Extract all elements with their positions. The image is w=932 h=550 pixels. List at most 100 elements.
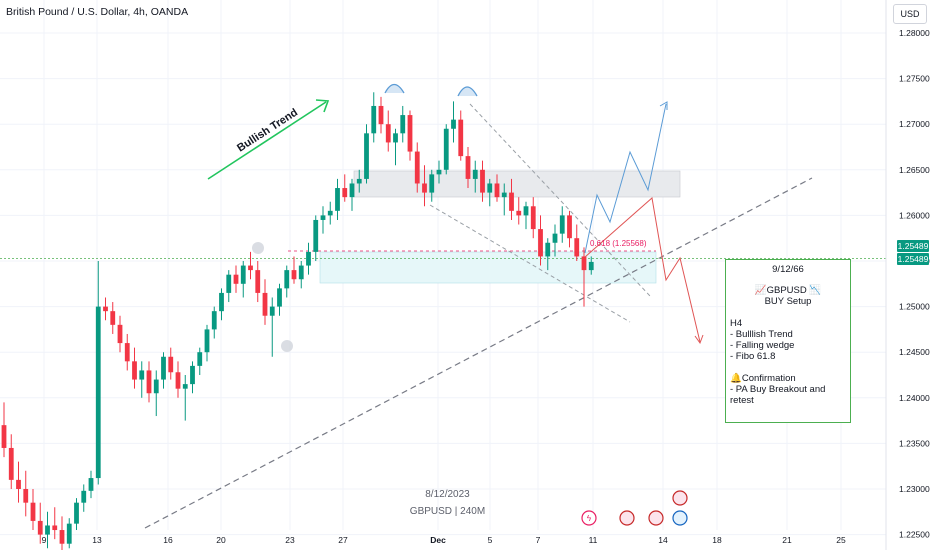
- fib-label: 0.618 (1.25568): [590, 239, 647, 248]
- candle-body: [16, 479, 21, 489]
- time-tick-label: 5: [488, 535, 493, 545]
- note-date: 9/12/66: [772, 264, 804, 275]
- trendline-support: [144, 177, 813, 529]
- bullish-trend-arrow: [207, 101, 327, 180]
- note-timeframe: H4: [730, 318, 743, 329]
- time-tick-label: 21: [782, 535, 792, 545]
- wedge-upper-line: [469, 103, 651, 297]
- note-line-3: - Fibo 61.8: [730, 351, 776, 362]
- candle-body: [443, 128, 449, 170]
- candle-body: [567, 215, 572, 239]
- candle-body: [422, 183, 427, 193]
- wedge-lower-line: [429, 204, 631, 323]
- candle-body: [59, 530, 65, 544]
- price-tick-label: 1.27500: [899, 74, 930, 84]
- candle-body: [88, 478, 94, 491]
- candle-body: [284, 270, 290, 289]
- bearish-projection-arrowhead: [694, 334, 704, 345]
- time-tick-label: 23: [285, 535, 295, 545]
- swing-marker-1: [252, 242, 264, 254]
- candle-body: [132, 361, 137, 380]
- watermark-date: 8/12/2023: [425, 489, 470, 500]
- candle-body: [124, 343, 130, 362]
- candle-body: [233, 274, 239, 284]
- currency-button[interactable]: USD: [893, 4, 927, 24]
- candle-body: [262, 292, 268, 316]
- note-confirm-title: 🔔Confirmation: [730, 373, 796, 384]
- bullish-projection-arrowhead: [659, 101, 668, 110]
- candle-body: [74, 502, 79, 524]
- candle-body: [161, 356, 166, 380]
- candle-body: [552, 233, 558, 243]
- candle-body: [117, 324, 123, 344]
- note-line-1: - Bulllish Trend: [730, 329, 793, 340]
- time-tick-label: 18: [712, 535, 722, 545]
- candle-body: [538, 229, 543, 257]
- candle-body: [226, 274, 232, 293]
- candle-body: [509, 192, 514, 211]
- candle-body: [30, 502, 36, 521]
- time-tick-label: 13: [92, 535, 102, 545]
- candle-body: [66, 523, 72, 544]
- candle-body: [378, 105, 384, 125]
- candle-body: [306, 251, 311, 266]
- time-tick-label: Dec: [430, 535, 446, 545]
- price-tick-label: 1.23000: [899, 484, 930, 494]
- candle-body: [516, 210, 522, 216]
- time-tick-label: 25: [836, 535, 846, 545]
- candle-body: [95, 306, 101, 479]
- swing-marker-2: [281, 340, 293, 352]
- event-flash-icon: [581, 510, 597, 526]
- price-tick-label: 1.22500: [899, 530, 930, 540]
- candle-body: [407, 115, 413, 152]
- time-tick-label: 7: [536, 535, 541, 545]
- price-tick-label: 1.26000: [899, 210, 930, 220]
- price-tick-label: 1.24500: [899, 347, 930, 357]
- candle-body: [103, 306, 108, 312]
- note-title: 📈GBPUSD 📉: [754, 285, 822, 296]
- time-tick-label: 16: [163, 535, 173, 545]
- price-tick-label: 1.28000: [899, 28, 930, 38]
- candle-body: [414, 151, 420, 184]
- watermark-symbol: GBPUSD | 240M: [409, 506, 486, 517]
- candle-body: [1, 425, 7, 448]
- candle-body: [581, 256, 587, 271]
- event-icons: ϟ: [581, 490, 688, 526]
- candle-body: [364, 133, 369, 179]
- time-tick-label: 11: [589, 535, 598, 545]
- candle-body: [81, 490, 87, 503]
- bullish-projection-path: [584, 103, 667, 254]
- note-subtitle: BUY Setup: [764, 296, 812, 307]
- price-tick-label: 1.26500: [899, 165, 930, 175]
- support-zone: [319, 251, 657, 284]
- candle-body: [197, 352, 203, 366]
- candle-body: [480, 169, 485, 193]
- candle-body: [458, 119, 464, 157]
- candle-body: [168, 356, 174, 373]
- candle-body: [211, 311, 217, 330]
- candle-body: [429, 174, 435, 193]
- time-tick-label: 14: [658, 535, 668, 545]
- note-line-2: - Falling wedge: [730, 340, 795, 351]
- price-axis: 1.280001.275001.270001.265001.260001.255…: [899, 28, 930, 540]
- candle-body: [248, 265, 253, 271]
- chart-title: British Pound / U.S. Dollar, 4h, OANDA: [6, 6, 189, 18]
- candle-body: [451, 119, 456, 129]
- candle-body: [313, 219, 319, 252]
- candle-body: [175, 372, 181, 389]
- price-badge-1: 1.25489: [897, 240, 929, 252]
- candle-body: [269, 306, 275, 316]
- candle-body: [349, 183, 355, 198]
- candle-body: [501, 192, 507, 198]
- candle-body: [393, 133, 398, 143]
- candle-body: [45, 525, 50, 535]
- candle-body: [146, 370, 152, 394]
- candle-body: [530, 206, 536, 230]
- bearish-projection-path: [584, 197, 701, 343]
- candle-body: [320, 215, 326, 220]
- event-flag-icon-1: [619, 510, 635, 526]
- time-axis: 9 13 16 20 23 27 Dec 5 7 11 14 18 21 25: [42, 535, 846, 545]
- candle-body: [436, 169, 442, 175]
- price-tick-label: 1.27000: [899, 119, 930, 129]
